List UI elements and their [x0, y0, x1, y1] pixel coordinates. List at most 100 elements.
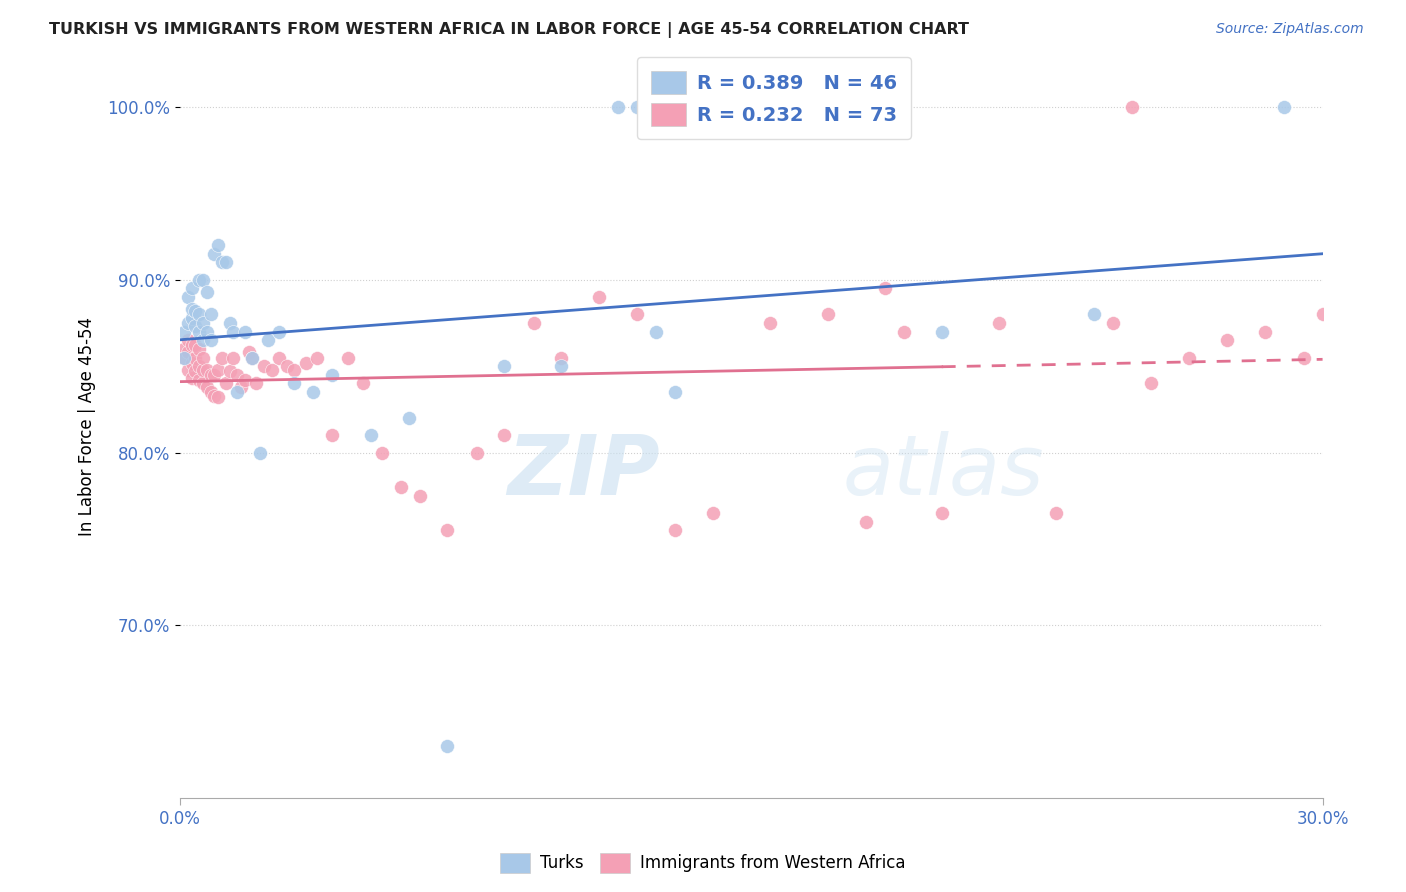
- Point: [200, 307, 222, 321]
- Point: [184, 304, 207, 318]
- Point: [233, 325, 256, 339]
- Point: [492, 428, 515, 442]
- Point: [249, 445, 271, 459]
- Point: [855, 515, 877, 529]
- Point: [200, 333, 222, 347]
- Point: [177, 316, 200, 330]
- Point: [492, 359, 515, 373]
- Point: [371, 445, 394, 459]
- Point: [200, 368, 222, 382]
- Point: [188, 342, 211, 356]
- Point: [215, 255, 238, 269]
- Point: [360, 428, 382, 442]
- Point: [307, 351, 329, 365]
- Point: [664, 524, 686, 538]
- Point: [211, 255, 233, 269]
- Point: [1083, 307, 1105, 321]
- Point: [269, 351, 291, 365]
- Point: [188, 325, 211, 339]
- Point: [202, 247, 225, 261]
- Point: [207, 238, 229, 252]
- Text: atlas: atlas: [842, 431, 1045, 512]
- Point: [626, 100, 648, 114]
- Point: [188, 273, 211, 287]
- Point: [1254, 325, 1277, 339]
- Point: [218, 316, 240, 330]
- Point: [321, 428, 343, 442]
- Point: [188, 373, 211, 387]
- Point: [398, 411, 420, 425]
- Point: [302, 385, 325, 400]
- Point: [184, 319, 207, 334]
- Point: [1140, 376, 1163, 391]
- Point: [873, 281, 896, 295]
- Point: [1312, 307, 1334, 321]
- Point: [229, 380, 252, 394]
- Point: [207, 362, 229, 376]
- Point: [242, 351, 264, 365]
- Point: [409, 489, 432, 503]
- Point: [588, 290, 610, 304]
- Point: [191, 362, 214, 376]
- Point: [253, 359, 276, 373]
- Point: [1216, 333, 1239, 347]
- Point: [177, 345, 200, 359]
- Point: [242, 351, 264, 365]
- Point: [245, 376, 267, 391]
- Point: [523, 316, 546, 330]
- Point: [336, 351, 359, 365]
- Point: [352, 376, 374, 391]
- Point: [188, 307, 211, 321]
- Point: [226, 385, 249, 400]
- Point: [645, 325, 668, 339]
- Point: [226, 368, 249, 382]
- Point: [184, 364, 207, 378]
- Point: [195, 285, 218, 299]
- Y-axis label: In Labor Force | Age 45-54: In Labor Force | Age 45-54: [79, 318, 96, 536]
- Point: [626, 307, 648, 321]
- Point: [1102, 316, 1125, 330]
- Point: [283, 362, 305, 376]
- Text: TURKISH VS IMMIGRANTS FROM WESTERN AFRICA IN LABOR FORCE | AGE 45-54 CORRELATION: TURKISH VS IMMIGRANTS FROM WESTERN AFRIC…: [49, 22, 969, 38]
- Point: [184, 338, 207, 352]
- Point: [321, 368, 343, 382]
- Point: [550, 351, 572, 365]
- Point: [256, 333, 278, 347]
- Point: [931, 506, 953, 520]
- Point: [173, 325, 195, 339]
- Point: [222, 325, 245, 339]
- Point: [180, 356, 202, 370]
- Point: [173, 351, 195, 365]
- Point: [195, 380, 218, 394]
- Point: [191, 333, 214, 347]
- Point: [987, 316, 1010, 330]
- Point: [177, 362, 200, 376]
- Point: [218, 364, 240, 378]
- Point: [180, 371, 202, 385]
- Point: [702, 506, 724, 520]
- Text: ZIP: ZIP: [508, 431, 659, 512]
- Point: [207, 390, 229, 404]
- Point: [202, 368, 225, 382]
- Point: [202, 388, 225, 402]
- Point: [1045, 506, 1067, 520]
- Point: [1178, 351, 1201, 365]
- Point: [294, 356, 316, 370]
- Point: [177, 290, 200, 304]
- Point: [931, 325, 953, 339]
- Point: [1292, 351, 1315, 365]
- Point: [180, 338, 202, 352]
- Point: [211, 351, 233, 365]
- Legend: Turks, Immigrants from Western Africa: Turks, Immigrants from Western Africa: [494, 847, 912, 880]
- Point: [180, 310, 202, 325]
- Point: [200, 385, 222, 400]
- Text: Source: ZipAtlas.com: Source: ZipAtlas.com: [1216, 22, 1364, 37]
- Point: [817, 307, 839, 321]
- Point: [283, 376, 305, 391]
- Point: [222, 351, 245, 365]
- Point: [550, 359, 572, 373]
- Point: [1274, 100, 1296, 114]
- Point: [269, 325, 291, 339]
- Point: [195, 362, 218, 376]
- Point: [173, 351, 195, 365]
